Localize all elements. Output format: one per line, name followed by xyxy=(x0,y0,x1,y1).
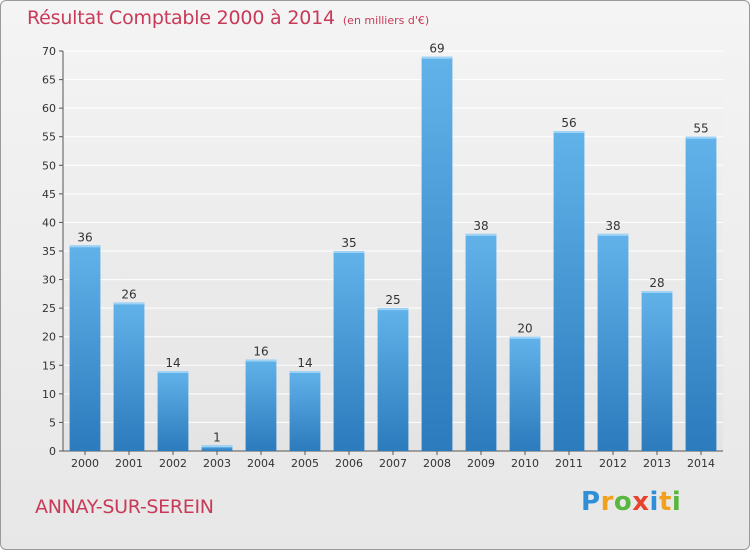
data-label: 14 xyxy=(297,356,312,370)
data-label: 1 xyxy=(213,430,221,444)
data-label: 69 xyxy=(429,42,444,56)
x-tick-label: 2011 xyxy=(555,457,583,470)
y-tick-label: 0 xyxy=(49,445,56,458)
commune-name: ANNAY-SUR-SEREIN xyxy=(35,496,214,518)
bar xyxy=(597,233,629,451)
bar-highlight xyxy=(333,251,365,253)
y-tick-label: 65 xyxy=(42,74,56,87)
bar-highlight xyxy=(553,131,585,133)
bar xyxy=(509,336,541,451)
proxiti-logo: Proxiti xyxy=(581,487,681,517)
x-tick-label: 2005 xyxy=(291,457,319,470)
bar xyxy=(69,245,101,451)
bar-highlight xyxy=(69,245,101,248)
data-label: 38 xyxy=(605,219,620,233)
bar xyxy=(421,56,453,451)
bar xyxy=(377,308,409,451)
y-tick-label: 5 xyxy=(49,416,56,429)
data-label: 38 xyxy=(473,219,488,233)
y-tick-label: 55 xyxy=(42,131,56,144)
x-tick-label: 2012 xyxy=(599,457,627,470)
bar-highlight xyxy=(201,445,233,448)
logo-letter: i xyxy=(671,487,682,517)
bar-highlight xyxy=(465,233,497,236)
bar-highlight xyxy=(245,359,277,362)
bar-highlight xyxy=(113,302,145,305)
data-label: 14 xyxy=(165,356,180,370)
bar xyxy=(157,371,189,451)
x-tick-label: 2013 xyxy=(643,457,671,470)
y-tick-label: 60 xyxy=(42,102,56,115)
chart-title: Résultat Comptable 2000 à 2014 xyxy=(27,7,335,29)
x-tick-label: 2002 xyxy=(159,457,187,470)
x-tick-label: 2006 xyxy=(335,457,363,470)
bar-highlight xyxy=(641,291,673,293)
logo-letter: o xyxy=(613,487,633,517)
data-label: 36 xyxy=(77,230,92,244)
bar xyxy=(641,291,673,451)
data-label: 25 xyxy=(385,293,400,307)
chart-title-area: Résultat Comptable 2000 à 2014 (en millie… xyxy=(27,7,429,29)
x-tick-label: 2000 xyxy=(71,457,99,470)
data-label: 28 xyxy=(649,276,664,290)
data-label: 35 xyxy=(341,236,356,250)
x-tick-label: 2003 xyxy=(203,457,231,470)
bar xyxy=(289,371,321,451)
y-tick-label: 15 xyxy=(42,359,56,372)
data-label: 55 xyxy=(693,122,708,136)
y-tick-label: 20 xyxy=(42,331,56,344)
data-label: 56 xyxy=(561,116,576,130)
bar-highlight xyxy=(597,233,629,236)
bar-highlight xyxy=(289,371,321,373)
y-tick-label: 50 xyxy=(42,159,56,172)
bar-highlight xyxy=(421,56,453,59)
unit-note: (en milliers d'€) xyxy=(342,14,430,27)
bar xyxy=(465,233,497,451)
bar-highlight xyxy=(377,308,409,311)
y-tick-label: 35 xyxy=(42,245,56,258)
y-tick-label: 70 xyxy=(42,45,56,58)
bar-highlight xyxy=(685,136,717,139)
x-tick-label: 2010 xyxy=(511,457,539,470)
x-tick-label: 2001 xyxy=(115,457,143,470)
data-label: 16 xyxy=(253,345,268,359)
x-tick-label: 2014 xyxy=(687,457,715,470)
bar xyxy=(333,251,365,451)
y-tick-label: 40 xyxy=(42,216,56,229)
bar xyxy=(113,302,145,451)
logo-letter: i xyxy=(649,487,659,517)
bar xyxy=(245,359,277,451)
bar xyxy=(201,445,233,451)
x-tick-label: 2007 xyxy=(379,457,407,470)
bar-highlight xyxy=(509,336,541,339)
x-tick-label: 2004 xyxy=(247,457,275,470)
x-tick-label: 2008 xyxy=(423,457,451,470)
logo-letter: x xyxy=(632,487,650,517)
bar-highlight xyxy=(157,371,189,373)
logo-letter: t xyxy=(658,487,672,517)
bar xyxy=(553,131,585,451)
logo-letter: r xyxy=(600,487,614,517)
data-label: 26 xyxy=(121,287,136,301)
logo-letter: P xyxy=(581,487,601,517)
bar xyxy=(685,136,717,451)
y-tick-label: 10 xyxy=(42,388,56,401)
x-tick-label: 2009 xyxy=(467,457,495,470)
y-tick-label: 45 xyxy=(42,188,56,201)
y-tick-label: 25 xyxy=(42,302,56,315)
y-tick-label: 30 xyxy=(42,274,56,287)
data-label: 20 xyxy=(517,322,532,336)
